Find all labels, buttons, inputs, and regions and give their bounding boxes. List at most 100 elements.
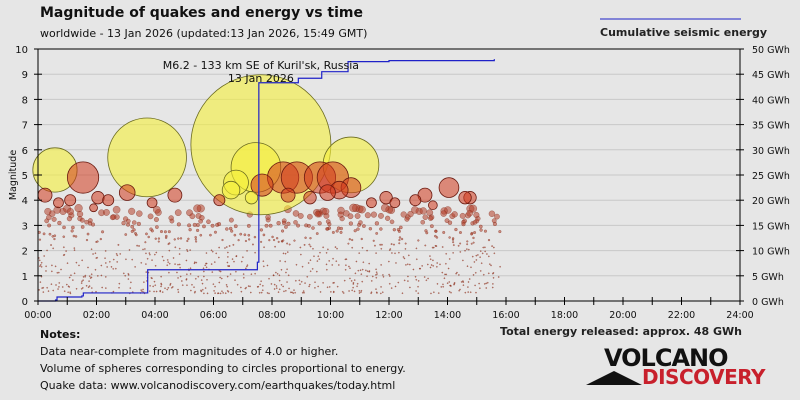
quake-dot bbox=[73, 249, 76, 251]
quake-dot bbox=[80, 288, 83, 290]
quake-dot bbox=[202, 224, 206, 229]
quake-dot bbox=[461, 222, 466, 227]
quake-dot bbox=[201, 282, 204, 285]
quake-dot bbox=[186, 249, 188, 251]
notes-heading: Notes: bbox=[40, 328, 81, 341]
quake-dot bbox=[472, 220, 478, 225]
quake-dot bbox=[145, 263, 147, 265]
quake-dot bbox=[407, 210, 414, 218]
quake-dot bbox=[371, 275, 374, 278]
quake-dot bbox=[242, 273, 245, 275]
quake-dot bbox=[218, 246, 220, 249]
quake-dot bbox=[304, 236, 307, 239]
quake-dot bbox=[88, 280, 90, 282]
quake-dot bbox=[326, 268, 328, 271]
quake-dot bbox=[268, 277, 270, 280]
quake-dot bbox=[351, 246, 353, 249]
quake-dot bbox=[299, 246, 302, 249]
quake-dot bbox=[221, 290, 223, 293]
quake-dot bbox=[152, 285, 154, 288]
quake-dot bbox=[455, 272, 457, 275]
x-tick-label: 00:00 bbox=[24, 310, 51, 321]
quake-dot bbox=[318, 258, 321, 260]
quake-dot bbox=[453, 283, 455, 286]
quake-dot bbox=[65, 250, 67, 252]
quake-dot bbox=[244, 239, 247, 242]
quake-dot bbox=[357, 269, 360, 272]
quake-circle bbox=[53, 197, 64, 209]
quake-dot bbox=[466, 240, 469, 243]
quake-dot bbox=[362, 261, 365, 264]
quake-dot bbox=[284, 260, 286, 263]
quake-dot bbox=[63, 246, 65, 249]
quake-dot bbox=[198, 218, 203, 224]
quake-dot bbox=[226, 261, 229, 264]
quake-dot bbox=[155, 251, 158, 254]
quake-dot bbox=[46, 287, 48, 289]
quake-circle bbox=[167, 187, 183, 203]
quake-dot bbox=[214, 261, 216, 263]
quake-dot bbox=[436, 266, 438, 268]
quake-dot bbox=[105, 287, 107, 289]
y2-tick-label: 20 GWh bbox=[752, 196, 790, 207]
quake-dot bbox=[146, 257, 149, 260]
quake-dot bbox=[51, 216, 57, 222]
quake-dot bbox=[112, 268, 114, 270]
quake-dot bbox=[193, 286, 195, 288]
quake-dot bbox=[394, 285, 397, 288]
quake-dot bbox=[147, 235, 150, 239]
quake-dot bbox=[160, 230, 163, 234]
quake-dot bbox=[48, 232, 52, 236]
quake-dot bbox=[42, 291, 45, 293]
quake-dot bbox=[295, 263, 298, 266]
quake-dot bbox=[375, 232, 379, 235]
quake-dot bbox=[432, 265, 434, 267]
quake-dot bbox=[202, 267, 205, 270]
quake-dot bbox=[385, 215, 391, 221]
quake-dot bbox=[168, 249, 171, 252]
quake-dot bbox=[66, 216, 72, 222]
quake-dot bbox=[219, 270, 222, 273]
quake-dot bbox=[403, 257, 406, 260]
x-tick-label: 24:00 bbox=[726, 310, 753, 321]
quake-dot bbox=[203, 292, 205, 295]
quake-dot bbox=[232, 243, 235, 246]
quake-dot bbox=[430, 292, 432, 295]
quake-dot bbox=[151, 259, 153, 261]
quake-dot bbox=[454, 227, 458, 232]
note-line: Volume of spheres corresponding to circl… bbox=[40, 362, 406, 375]
quake-dot bbox=[293, 239, 296, 242]
quake-dot bbox=[45, 270, 47, 272]
quake-dot bbox=[359, 269, 362, 271]
quake-dot bbox=[467, 291, 469, 293]
total-energy: Total energy released: approx. 48 GWh bbox=[500, 325, 742, 338]
annotation-date: 13 Jan 2026 bbox=[228, 72, 294, 85]
quake-dot bbox=[301, 291, 304, 294]
quake-dot bbox=[430, 224, 434, 229]
quake-dot bbox=[353, 279, 356, 281]
quake-dot bbox=[356, 227, 360, 231]
quake-dot bbox=[459, 251, 462, 253]
quake-dot bbox=[325, 252, 328, 254]
quake-dot bbox=[225, 284, 228, 286]
quake-dot bbox=[179, 275, 182, 278]
quake-dot bbox=[473, 231, 477, 234]
quake-dot bbox=[118, 282, 121, 285]
quake-dot bbox=[381, 203, 390, 212]
quake-dot bbox=[417, 280, 420, 282]
quake-dot bbox=[246, 224, 251, 228]
quake-dot bbox=[286, 281, 288, 283]
quake-dot bbox=[294, 291, 296, 294]
quake-dot bbox=[468, 248, 470, 251]
quake-dot bbox=[361, 268, 364, 271]
quake-dot bbox=[66, 208, 74, 215]
quake-dot bbox=[409, 286, 411, 289]
quake-dot bbox=[355, 260, 358, 263]
quake-dot bbox=[249, 285, 251, 288]
quake-dot bbox=[66, 283, 68, 286]
quake-dot bbox=[203, 270, 205, 273]
quake-dot bbox=[415, 278, 418, 281]
volcanodiscovery-logo[interactable]: VOLCANO DISCOVERY bbox=[586, 344, 766, 389]
y2-tick-label: 25 GWh bbox=[752, 171, 790, 182]
quake-dot bbox=[246, 265, 248, 268]
